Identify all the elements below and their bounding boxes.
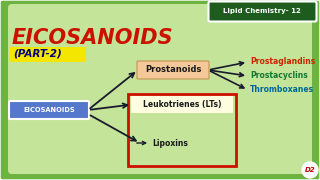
Text: Lipoxins: Lipoxins xyxy=(152,138,188,147)
Text: Leukotrienes (LTs): Leukotrienes (LTs) xyxy=(143,100,221,109)
Circle shape xyxy=(302,162,318,178)
Text: EICOSANOIDS: EICOSANOIDS xyxy=(12,28,174,48)
FancyBboxPatch shape xyxy=(131,96,233,113)
Text: D2: D2 xyxy=(305,167,315,173)
FancyBboxPatch shape xyxy=(209,1,316,21)
Text: Thromboxanes: Thromboxanes xyxy=(250,86,314,94)
FancyBboxPatch shape xyxy=(8,4,312,174)
Text: Prostacyclins: Prostacyclins xyxy=(250,71,308,80)
Text: EICOSANOIDS: EICOSANOIDS xyxy=(23,107,75,113)
FancyBboxPatch shape xyxy=(10,46,85,62)
Text: Lipid Chemistry- 12: Lipid Chemistry- 12 xyxy=(223,8,301,15)
Text: Prostaglandins: Prostaglandins xyxy=(250,57,315,66)
FancyBboxPatch shape xyxy=(137,61,209,79)
FancyBboxPatch shape xyxy=(9,101,89,119)
Text: (PART-2): (PART-2) xyxy=(13,49,62,59)
Text: Prostanoids: Prostanoids xyxy=(145,66,201,75)
